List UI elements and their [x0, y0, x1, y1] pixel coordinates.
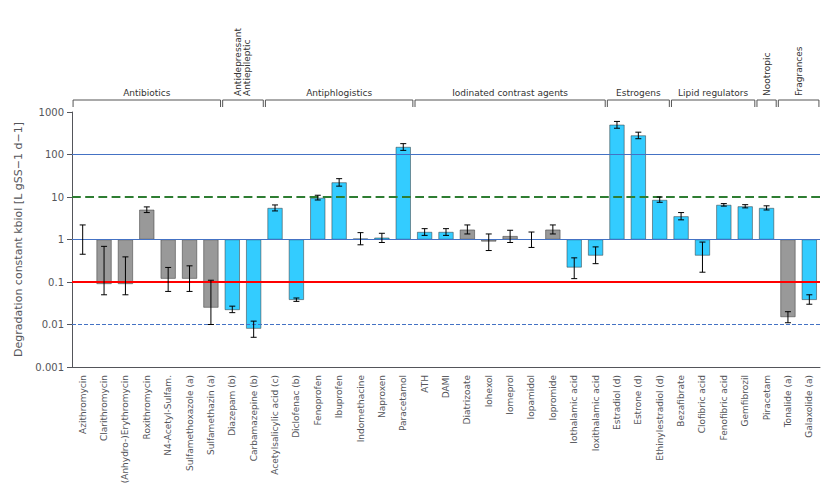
svg-text:Ibuprofen: Ibuprofen	[334, 375, 344, 418]
svg-text:Iopamidol: Iopamidol	[526, 375, 536, 419]
svg-text:Ioxithalamic acid: Ioxithalamic acid	[591, 375, 601, 451]
svg-text:Bezafibrate: Bezafibrate	[676, 375, 686, 427]
svg-text:Fragrances: Fragrances	[794, 46, 804, 96]
svg-text:Paracetamol: Paracetamol	[398, 375, 408, 431]
svg-text:Clarithromycin: Clarithromycin	[99, 375, 109, 441]
svg-text:Clofibric acid: Clofibric acid	[697, 375, 707, 433]
svg-text:Fenoprofen: Fenoprofen	[313, 375, 323, 426]
svg-text:Naproxen: Naproxen	[377, 375, 387, 418]
svg-text:1: 1	[58, 234, 64, 245]
svg-text:1000: 1000	[39, 107, 64, 118]
svg-text:N4-Acetyl-Sulfam.: N4-Acetyl-Sulfam.	[163, 375, 173, 456]
svg-text:Carbamazepine (b): Carbamazepine (b)	[249, 375, 259, 461]
svg-text:Azithromycin: Azithromycin	[78, 375, 88, 434]
svg-text:Iopromide: Iopromide	[548, 375, 558, 421]
svg-text:Iodinated contrast agents: Iodinated contrast agents	[452, 88, 568, 98]
svg-text:Gemfibrozil: Gemfibrozil	[740, 375, 750, 426]
svg-text:Lipid regulators: Lipid regulators	[678, 88, 749, 98]
svg-text:0.001: 0.001	[35, 362, 64, 373]
svg-text:Antiphlogistics: Antiphlogistics	[306, 88, 372, 98]
svg-text:DAMI: DAMI	[441, 375, 451, 398]
svg-text:Antiepileptic: Antiepileptic	[242, 40, 252, 96]
svg-text:Diatrizoate: Diatrizoate	[462, 375, 472, 425]
svg-text:Diazepam (b): Diazepam (b)	[227, 375, 237, 436]
svg-text:Antibiotics: Antibiotics	[123, 88, 171, 98]
svg-text:Iohexol: Iohexol	[484, 375, 494, 407]
svg-text:Degradation constant kbiol [L: Degradation constant kbiol [L gSS−1 d−1]	[12, 122, 25, 357]
svg-text:Galaxolide (a): Galaxolide (a)	[804, 375, 814, 438]
svg-text:Indomethacine: Indomethacine	[356, 375, 366, 443]
svg-text:Ethinylestradiol (d): Ethinylestradiol (d)	[655, 375, 665, 461]
svg-text:Iothalamic acid: Iothalamic acid	[569, 375, 579, 444]
svg-text:Roxithromycin: Roxithromycin	[142, 375, 152, 439]
svg-text:Diclofenac (b): Diclofenac (b)	[291, 375, 301, 438]
svg-text:10: 10	[51, 192, 64, 203]
svg-text:0.01: 0.01	[42, 319, 64, 330]
svg-text:100: 100	[45, 149, 64, 160]
svg-text:Estrogens: Estrogens	[616, 88, 661, 98]
svg-text:Antidepressant: Antidepressant	[233, 28, 244, 96]
svg-text:Fenofibric acid: Fenofibric acid	[719, 375, 729, 441]
svg-text:Nootropic: Nootropic	[762, 53, 772, 96]
svg-text:Estradiol (d): Estradiol (d)	[612, 375, 622, 430]
svg-text:(Anhydro-)Erythromycin: (Anhydro-)Erythromycin	[120, 375, 130, 483]
svg-text:0.1: 0.1	[48, 277, 64, 288]
svg-text:Iomeprol: Iomeprol	[505, 375, 515, 415]
svg-text:Sulfamethazin (a): Sulfamethazin (a)	[206, 375, 216, 455]
svg-text:ATH: ATH	[420, 375, 430, 393]
svg-text:Sulfamethoxazole (a): Sulfamethoxazole (a)	[185, 375, 195, 471]
svg-text:Tonalide (a): Tonalide (a)	[783, 375, 793, 428]
svg-text:Acetylsalicylic acid (c): Acetylsalicylic acid (c)	[270, 375, 280, 475]
svg-text:Piracetam: Piracetam	[762, 375, 772, 420]
svg-text:Estrone (d): Estrone (d)	[633, 375, 643, 425]
